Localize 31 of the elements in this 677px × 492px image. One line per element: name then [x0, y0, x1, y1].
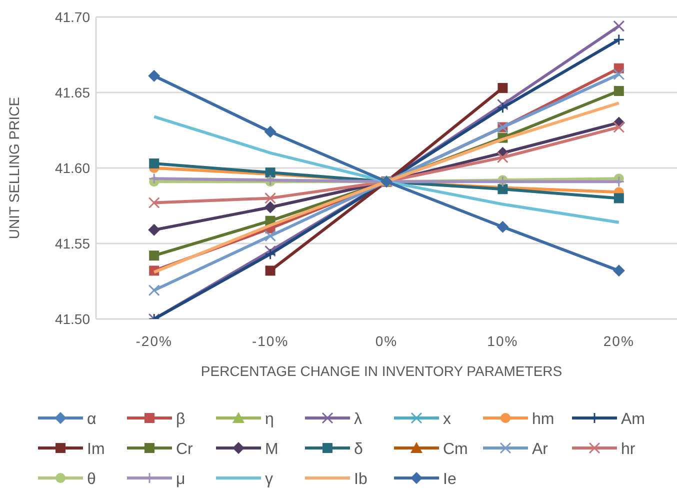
- legend-label: Cm: [443, 441, 468, 458]
- legend-label: θ: [87, 471, 96, 488]
- legend-label: β: [176, 411, 186, 428]
- x-tick-label: -10%: [252, 333, 289, 349]
- legend-label: x: [443, 411, 451, 428]
- legend-label: hr: [621, 441, 636, 458]
- legend-label: Ar: [532, 441, 549, 458]
- legend-label: Im: [87, 441, 105, 458]
- legend-label: Ib: [354, 471, 368, 488]
- y-tick-label: 41.55: [54, 236, 90, 252]
- legend-label: Cr: [176, 441, 194, 458]
- legend-label: μ: [176, 471, 186, 488]
- legend-label: Am: [621, 411, 645, 428]
- legend-label: hm: [532, 411, 554, 428]
- legend-label: η: [265, 411, 274, 428]
- y-tick-label: 41.60: [54, 160, 90, 176]
- y-tick-label: 41.50: [54, 311, 90, 327]
- x-axis-title: PERCENTAGE CHANGE IN INVENTORY PARAMETERS: [200, 363, 562, 379]
- legend-label: γ: [265, 471, 273, 488]
- legend-label: λ: [354, 411, 362, 428]
- x-tick-label: 20%: [603, 333, 634, 349]
- legend-label: M: [265, 441, 278, 458]
- y-tick-label: 41.65: [54, 84, 90, 100]
- y-axis-title: UNIT SELLING PRICE: [6, 96, 22, 240]
- legend-label: α: [87, 411, 96, 428]
- y-tick-label: 41.70: [54, 9, 90, 25]
- legend-label: Ie: [443, 471, 456, 488]
- x-tick-label: -20%: [136, 333, 172, 349]
- legend-label: δ: [354, 441, 363, 458]
- x-tick-label: 10%: [487, 333, 518, 349]
- x-tick-label: 0%: [375, 333, 398, 349]
